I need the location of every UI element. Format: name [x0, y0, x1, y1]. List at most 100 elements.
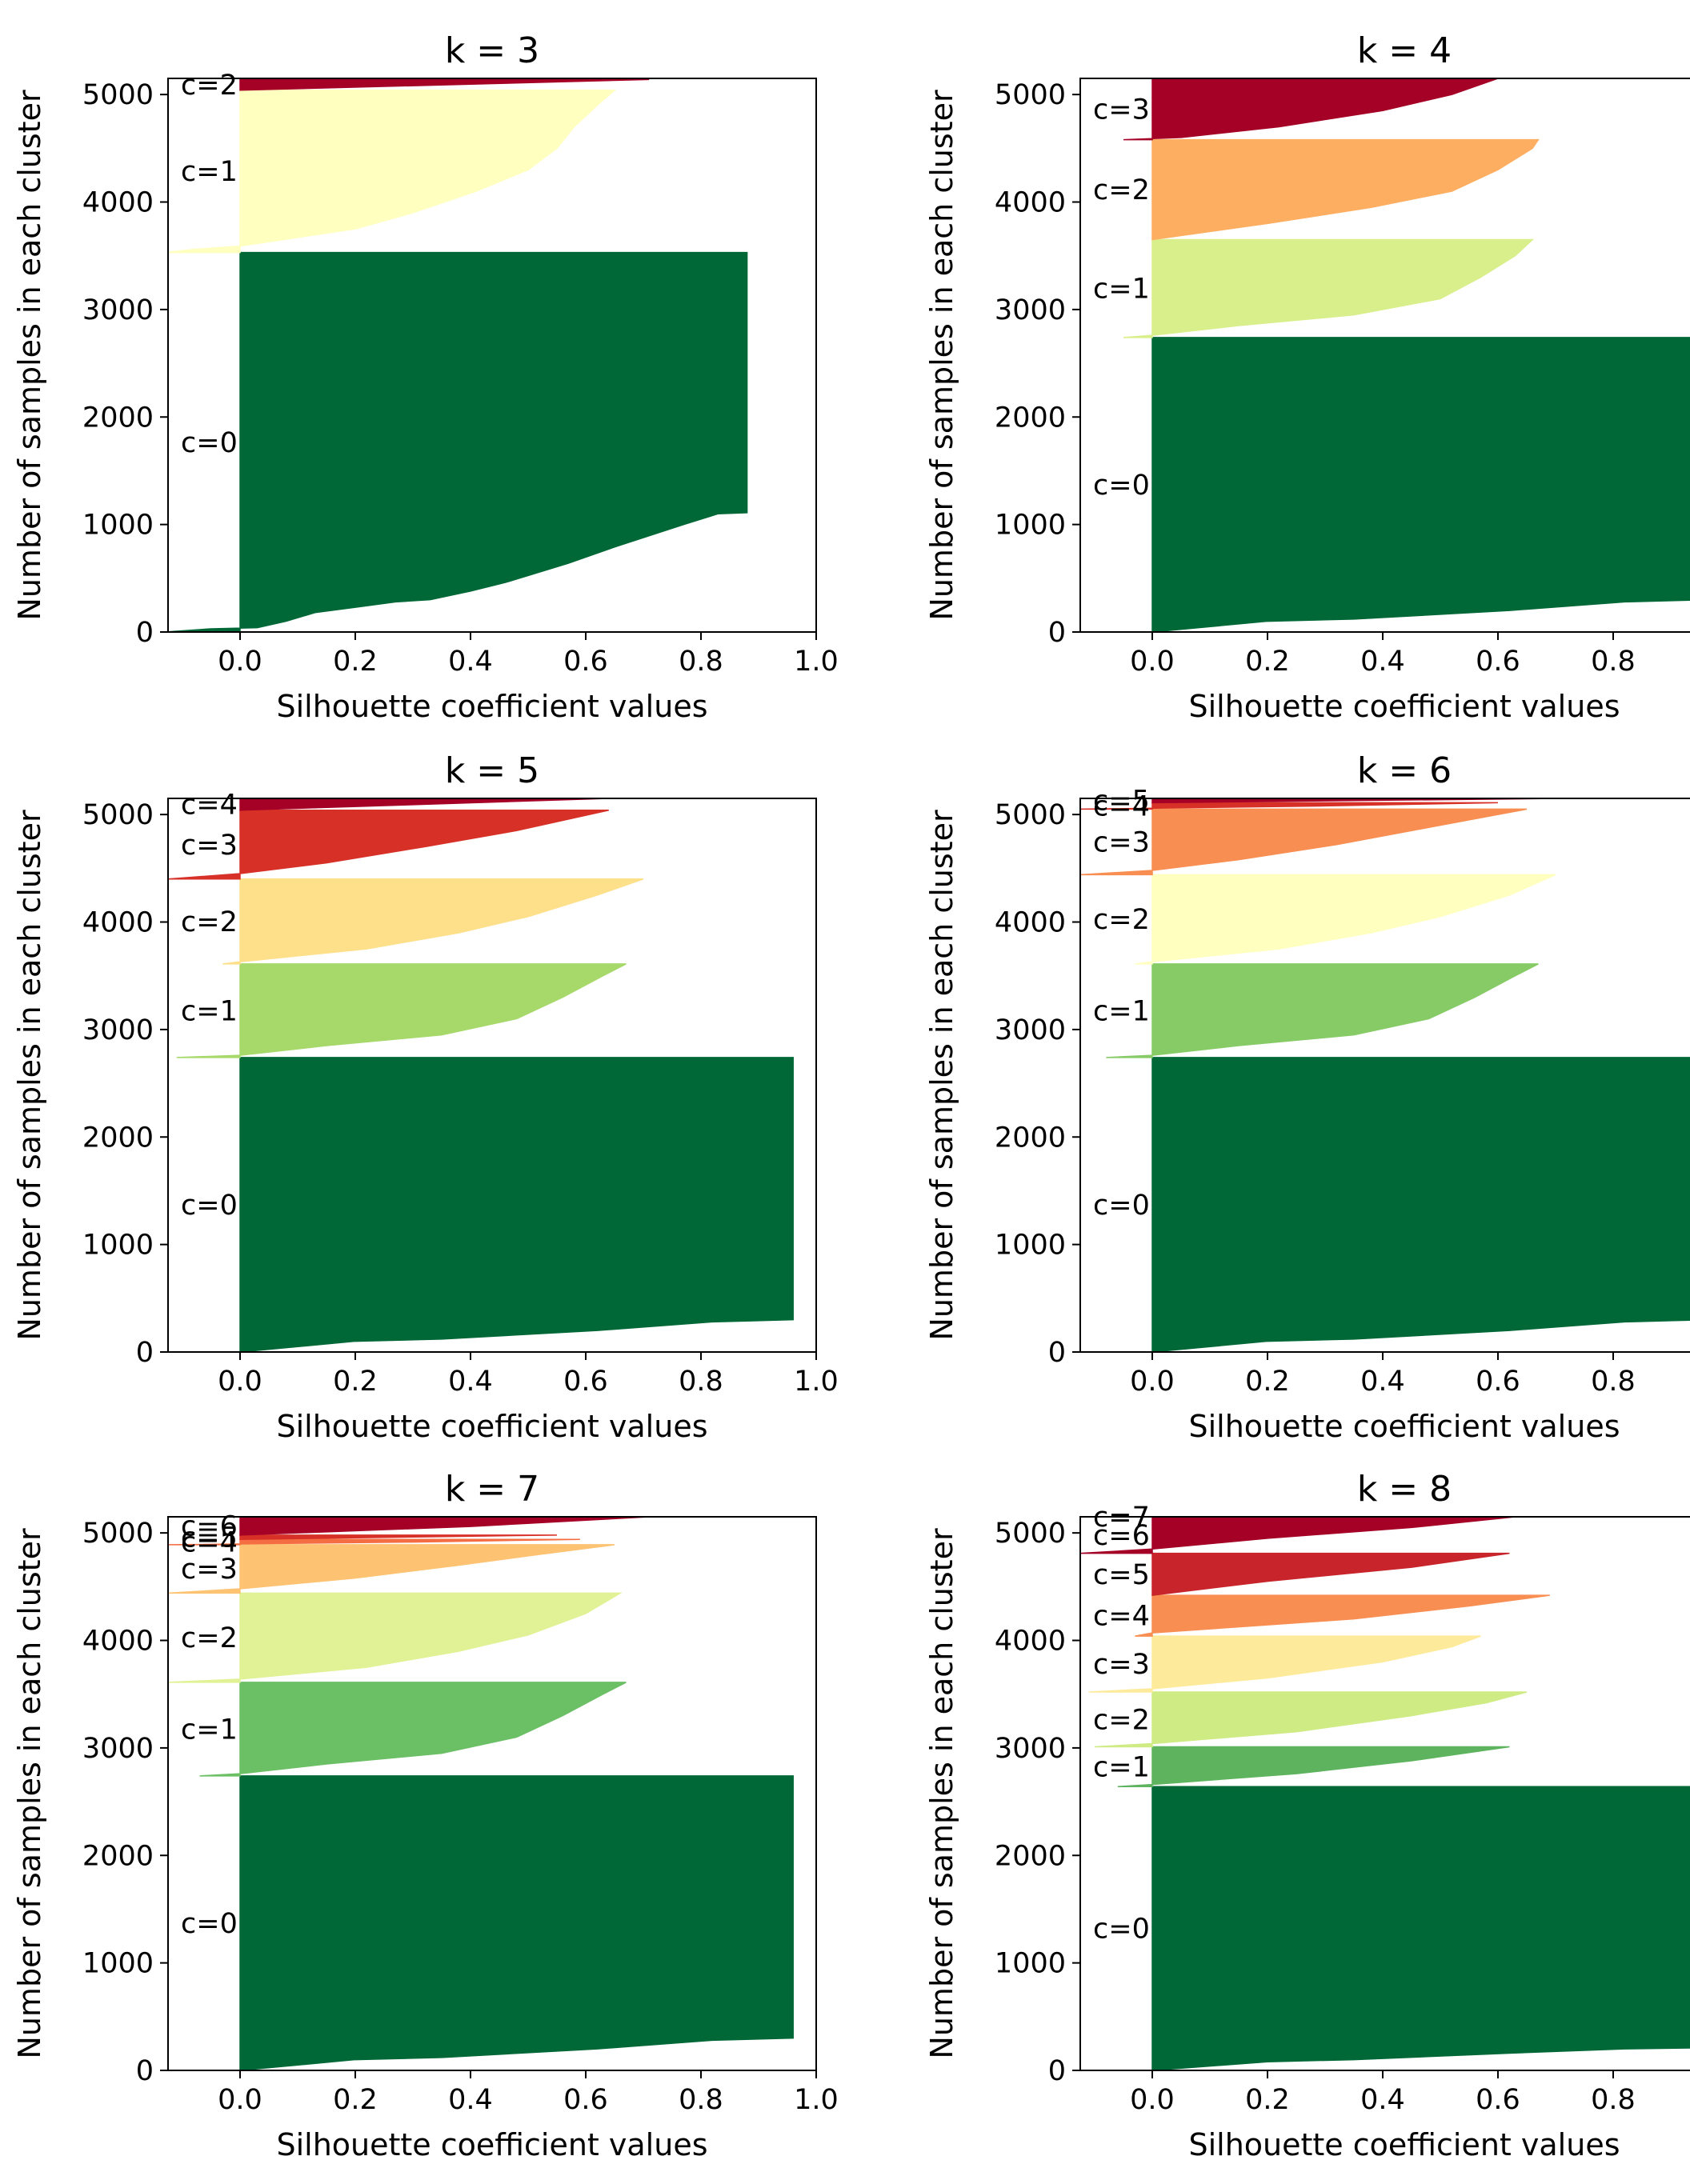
- cluster-fill-0: [1151, 337, 1690, 632]
- silhouette-fills: [1123, 78, 1690, 632]
- axes-frame: [1079, 798, 1690, 1353]
- y-tick-label: 5000: [82, 799, 154, 831]
- cluster-label: c=0: [1093, 1190, 1150, 1222]
- y-tick-label: 2000: [82, 1840, 154, 1872]
- y-tick-label: 0: [1048, 2055, 1066, 2087]
- y-axis-label: Number of samples in each cluster: [924, 90, 959, 621]
- cluster-fill-1: [1117, 1746, 1510, 1788]
- y-tick-label: 0: [136, 617, 154, 649]
- cluster-label: c=1: [1093, 1751, 1150, 1783]
- x-axis-label: Silhouette coefficient values: [276, 689, 707, 724]
- cluster-fill-4: [1135, 1594, 1550, 1637]
- subplot-title: k = 8: [1357, 1469, 1452, 1510]
- y-tick-label: 1000: [995, 510, 1066, 542]
- x-tick-label: 0.6: [1476, 2084, 1520, 2116]
- cluster-fill-1: [1123, 238, 1535, 338]
- y-tick-label: 4000: [995, 187, 1066, 219]
- y-tick-label: 2000: [995, 1122, 1066, 1154]
- cluster-label: c=2: [181, 70, 238, 102]
- y-tick-label: 2000: [995, 1840, 1066, 1872]
- y-tick-label: 0: [136, 2055, 154, 2087]
- y-tick-label: 5000: [82, 1518, 154, 1550]
- x-tick-label: 0.4: [1360, 1366, 1405, 1398]
- x-tick-label: 0.2: [333, 2084, 378, 2116]
- y-tick-label: 2000: [82, 402, 154, 434]
- cluster-fill-0: [168, 251, 748, 632]
- cluster-label: c=2: [1093, 1704, 1150, 1736]
- y-tick-label: 0: [1048, 1337, 1066, 1369]
- x-tick-label: 0.4: [448, 1366, 493, 1398]
- x-tick-label: 0.6: [563, 1366, 608, 1398]
- x-tick-label: 0.6: [1476, 1366, 1520, 1398]
- cluster-fill-0: [239, 1775, 794, 2070]
- cluster-label: c=0: [181, 1190, 238, 1222]
- x-tick-label: 0.0: [218, 1366, 262, 1398]
- cluster-label: c=2: [1093, 904, 1150, 936]
- axes-frame: [1079, 1516, 1690, 2071]
- cluster-fill-1: [1106, 963, 1539, 1058]
- y-axis-label: Number of samples in each cluster: [924, 810, 959, 1341]
- y-tick-label: 2000: [995, 402, 1066, 434]
- y-tick-label: 3000: [82, 294, 154, 326]
- cluster-fill-5: [239, 1534, 558, 1540]
- x-axis-label: Silhouette coefficient values: [1188, 689, 1620, 724]
- x-tick-label: 0.0: [1130, 1366, 1175, 1398]
- x-tick-label: 0.6: [563, 2084, 608, 2116]
- cluster-fill-6: [1080, 1517, 1516, 1554]
- cluster-fill-3: [1123, 78, 1499, 141]
- cluster-label: c=1: [181, 995, 238, 1027]
- cluster-label: c=1: [181, 1714, 238, 1746]
- subplot-3: 0.0 0.2 0.4 0.6 0.8 1.0 0 1000 2000 3000 4000 5000 k…: [12, 750, 839, 1444]
- subplot-title: k = 5: [445, 750, 539, 791]
- cluster-fill-3: [1080, 808, 1528, 876]
- cluster-fill-6: [239, 1517, 650, 1536]
- cluster-label: c=4: [181, 789, 238, 821]
- cluster-label: c=7: [1093, 1502, 1150, 1534]
- cluster-label: c=2: [181, 1622, 238, 1654]
- y-axis-label: Number of samples in each cluster: [924, 1528, 959, 2059]
- cluster-label: c=3: [1093, 826, 1150, 858]
- y-tick-label: 1000: [995, 1948, 1066, 1980]
- axes-frame: [167, 798, 817, 1353]
- y-tick-label: 3000: [995, 294, 1066, 326]
- cluster-label: c=2: [181, 906, 238, 938]
- axes-frame: [167, 78, 817, 633]
- cluster-label: c=0: [181, 1908, 238, 1940]
- cluster-label: c=1: [1093, 995, 1150, 1027]
- cluster-fill-2: [1135, 874, 1556, 965]
- subplot-title: k = 7: [445, 1469, 539, 1510]
- x-tick-label: 0.0: [218, 2084, 262, 2116]
- y-axis-label: Number of samples in each cluster: [12, 810, 47, 1341]
- cluster-label: c=5: [1093, 1559, 1150, 1591]
- x-axis-label: Silhouette coefficient values: [276, 2127, 707, 2162]
- y-tick-label: 5000: [82, 79, 154, 111]
- subplot-title: k = 3: [445, 30, 539, 71]
- cluster-fill-0: [239, 1057, 794, 1352]
- cluster-label: c=0: [181, 427, 238, 459]
- x-tick-label: 1.0: [794, 646, 839, 678]
- cluster-fill-2: [168, 1592, 623, 1683]
- cluster-label: c=5: [181, 1522, 238, 1554]
- cluster-label: c=4: [1093, 790, 1150, 822]
- y-tick-label: 3000: [82, 1014, 154, 1046]
- cluster-fill-2: [1151, 138, 1540, 241]
- subplot-1: 0.0 0.2 0.4 0.6 0.8 1.0 0 1000 2000 3000 4000 5000 k…: [12, 30, 839, 724]
- cluster-fill-2: [222, 878, 644, 965]
- y-tick-label: 1000: [82, 510, 154, 542]
- cluster-label: c=1: [181, 156, 238, 188]
- x-tick-label: 1.0: [794, 2084, 839, 2116]
- cluster-label: c=0: [1093, 470, 1150, 502]
- subplot-5: 0.0 0.2 0.4 0.6 0.8 1.0 0 1000 2000 3000 4000 5000 k…: [12, 1469, 839, 2162]
- silhouette-fills: [168, 798, 794, 1352]
- y-axis-label: Number of samples in each cluster: [12, 1528, 47, 2059]
- cluster-fill-5: [1151, 1552, 1510, 1596]
- cluster-fill-1: [176, 963, 627, 1058]
- cluster-label: c=3: [181, 1554, 238, 1586]
- x-tick-label: 0.4: [448, 646, 493, 678]
- x-tick-label: 0.8: [1591, 2084, 1636, 2116]
- y-tick-label: 3000: [82, 1733, 154, 1765]
- x-tick-label: 0.4: [1360, 646, 1405, 678]
- cluster-fill-3: [168, 1544, 615, 1594]
- cluster-label: c=4: [181, 1527, 238, 1559]
